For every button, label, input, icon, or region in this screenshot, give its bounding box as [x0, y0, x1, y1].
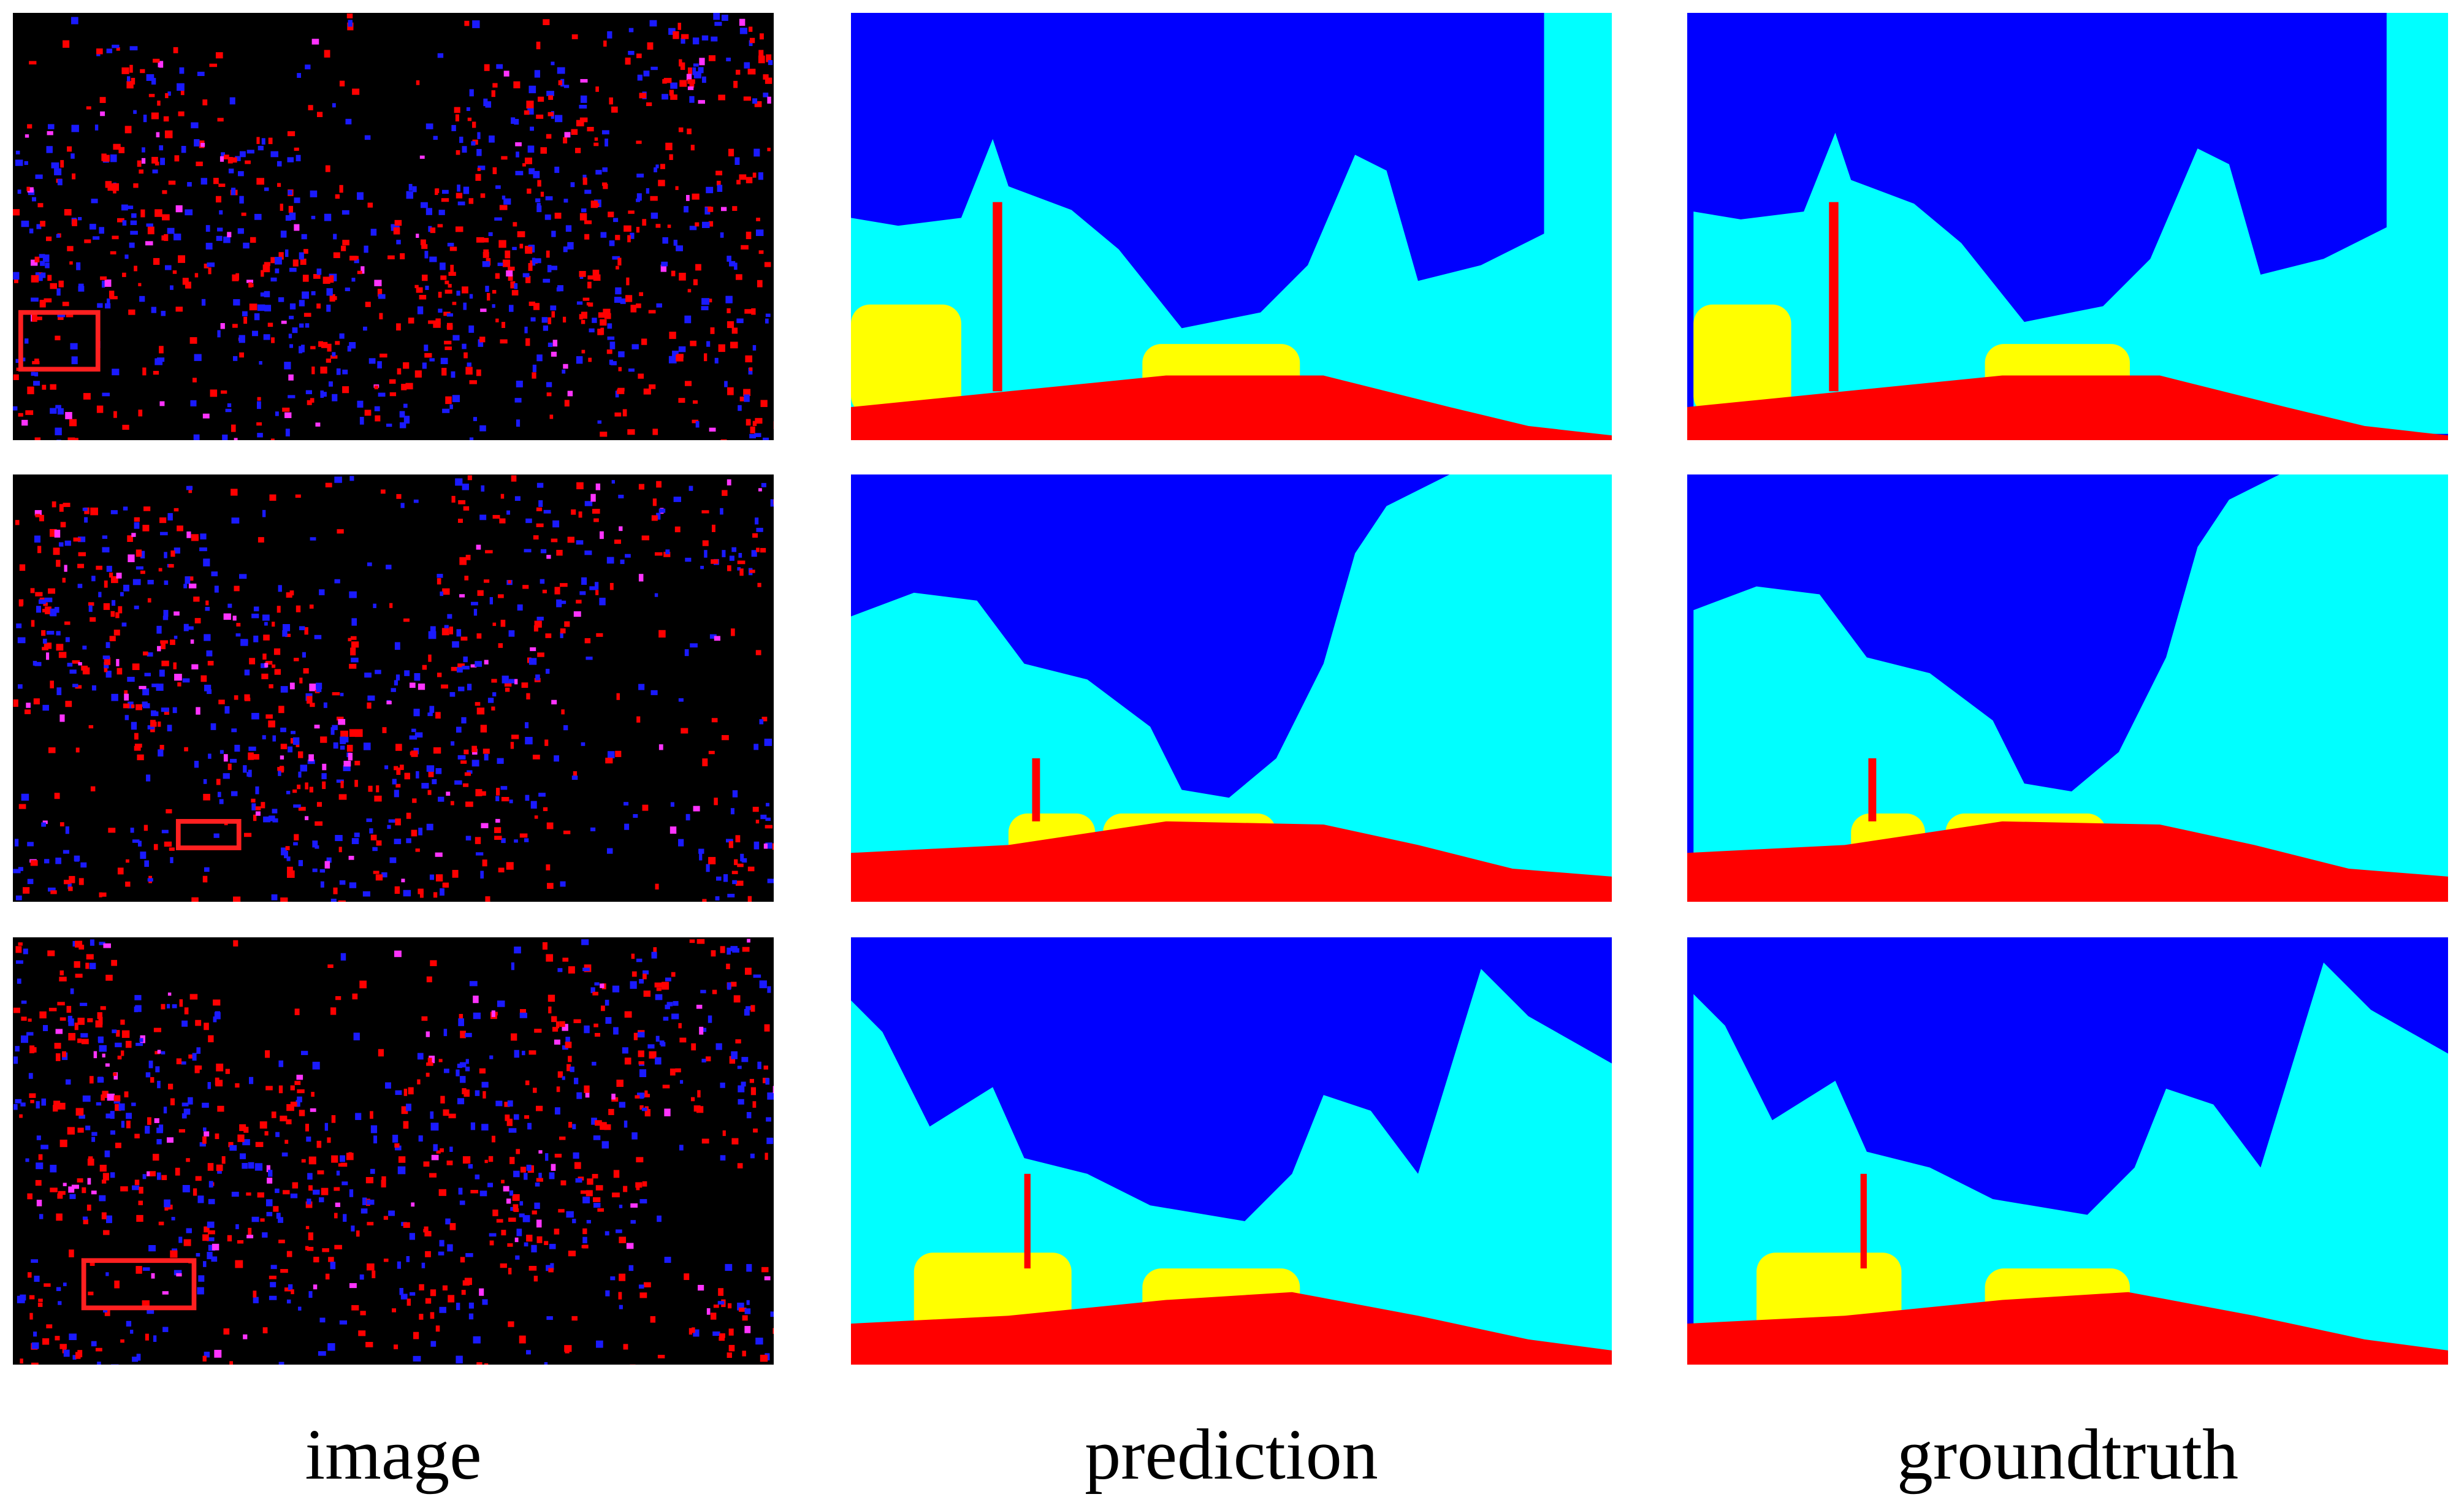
segmentation-map — [1687, 937, 2448, 1365]
column-label: prediction — [1085, 1414, 1378, 1495]
event-image — [13, 13, 774, 440]
event-image — [13, 937, 774, 1365]
segmentation-map — [1687, 474, 2448, 902]
segmentation-map — [1687, 13, 2448, 440]
segmentation-map — [851, 13, 1612, 440]
segmentation-map — [851, 474, 1612, 902]
segmentation-map — [851, 937, 1612, 1365]
event-image — [13, 474, 774, 902]
column-label: image — [305, 1414, 482, 1495]
column-label: groundtruth — [1896, 1414, 2239, 1495]
